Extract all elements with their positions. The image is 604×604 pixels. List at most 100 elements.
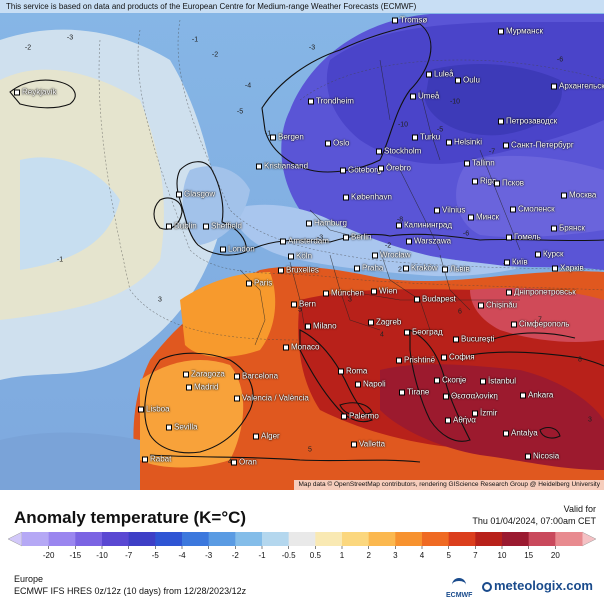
isoline-label: -10 <box>397 121 409 129</box>
isoline-label: -1 <box>264 130 272 138</box>
city-label: Milano <box>305 322 337 331</box>
city-label: Vilnius <box>434 206 465 215</box>
city-label: София <box>441 353 475 362</box>
city-label: Umeå <box>410 92 439 101</box>
city-label: Bern <box>291 300 316 309</box>
city-label: Львів <box>442 265 470 274</box>
isoline-label: -4 <box>244 82 252 90</box>
city-label: Tirane <box>399 388 429 397</box>
legend-swatch <box>235 532 263 546</box>
legend-tick-label: 3 <box>393 551 398 560</box>
city-label: London <box>220 245 255 254</box>
city-label: Reykjavík <box>14 88 57 97</box>
city-label: Barcelona <box>234 372 278 381</box>
city-label: Петрозаводск <box>498 117 557 126</box>
legend-tick-label: -5 <box>152 551 160 560</box>
legend-swatch <box>315 532 343 546</box>
legend-footer: Anomaly temperature (K=°C) Valid for Thu… <box>0 490 604 604</box>
city-label: Berlin <box>343 233 371 242</box>
city-label: Prishtinë <box>396 356 435 365</box>
city-label: Kristiansand <box>256 162 308 171</box>
city-label: Köln <box>288 252 312 261</box>
city-label: Zagreb <box>368 318 401 327</box>
meteologix-logo[interactable]: meteologix.com <box>482 578 593 593</box>
anomaly-map[interactable]: This service is based on data and produc… <box>0 0 604 490</box>
city-label: Zaragoza <box>183 370 225 379</box>
legend-swatch <box>102 532 130 546</box>
legend-swatch <box>208 532 236 546</box>
legend-tick-label: -0.5 <box>282 551 296 560</box>
isoline-label: 2 <box>398 266 402 274</box>
legend-tick-label: 20 <box>551 551 560 560</box>
legend-swatch <box>75 532 103 546</box>
city-label: Гомель <box>506 233 541 242</box>
city-label: Oran <box>231 458 257 467</box>
ecmwf-label: ECMWF <box>446 592 473 599</box>
legend-swatch <box>22 532 50 546</box>
isoline-label: -1 <box>191 36 199 44</box>
city-label: Tallinn <box>464 159 495 168</box>
city-label: Αθήνα <box>445 416 476 425</box>
city-label: İstanbul <box>480 377 516 386</box>
legend-tick-label: -4 <box>178 551 186 560</box>
city-label: Θεσσαλονίκη <box>443 392 498 401</box>
isoline-label: 8 <box>578 356 582 364</box>
city-label: Hamburg <box>306 219 347 228</box>
brand-name: meteologix.com <box>494 578 593 593</box>
city-label: Дніпропетровськ <box>506 288 576 297</box>
legend-swatch <box>262 532 290 546</box>
city-label: Glasgow <box>176 190 215 199</box>
isoline-label: -7 <box>488 148 496 156</box>
city-label: Stockholm <box>376 147 421 156</box>
city-label: Madrid <box>186 383 218 392</box>
isoline-label: 6 <box>458 308 462 316</box>
legend-tick-label: -1 <box>258 551 266 560</box>
city-label: Sevilla <box>166 423 198 432</box>
legend-swatch <box>395 532 423 546</box>
legend-tick-label: 15 <box>524 551 533 560</box>
city-label: Калининград <box>396 221 452 230</box>
legend-tick-label: 5 <box>446 551 451 560</box>
city-label: Alger <box>253 432 280 441</box>
legend-swatch <box>368 532 396 546</box>
isoline-label: 3 <box>588 416 592 424</box>
isoline-label: 3 <box>158 296 162 304</box>
city-label: Београд <box>404 328 443 337</box>
city-label: Nicosia <box>525 452 559 461</box>
city-label: Palermo <box>341 412 379 421</box>
legend-arrow-right <box>581 531 596 547</box>
isoline-label: -5 <box>436 126 444 134</box>
city-label: Минск <box>468 213 499 222</box>
legend-swatch <box>128 532 156 546</box>
ecmwf-logo[interactable]: ECMWF <box>446 578 472 599</box>
isoline-label: 5 <box>298 306 302 314</box>
anomaly-contours <box>98 19 604 341</box>
isoline-label: -6 <box>556 56 564 64</box>
city-label: Мурманск <box>498 27 543 36</box>
city-label: Turku <box>412 133 440 142</box>
city-label: Oulu <box>455 76 480 85</box>
legend-tick-label: -15 <box>70 551 82 560</box>
city-label: Lisboa <box>138 405 170 414</box>
isoline-label: -3 <box>66 34 74 42</box>
isoline-label: -10 <box>449 98 461 106</box>
legend-tick-label: 10 <box>498 551 507 560</box>
legend-swatch <box>422 532 450 546</box>
isoline-label: 4 <box>380 331 384 339</box>
legend-arrow-left <box>8 531 23 547</box>
legend-tick-label: 7 <box>473 551 478 560</box>
ocean-south <box>0 432 140 490</box>
map-attribution[interactable]: Map data © OpenStreetMap contributors, r… <box>294 480 604 490</box>
legend-swatch <box>555 532 583 546</box>
city-label: Napoli <box>355 380 386 389</box>
model-info: ECMWF IFS HRES 0z/12z (10 days) from 12/… <box>14 586 247 596</box>
legend-swatch <box>48 532 76 546</box>
isoline-label: -2 <box>211 51 219 59</box>
legend-swatch <box>528 532 556 546</box>
ecmwf-disclaimer: This service is based on data and produc… <box>0 0 604 13</box>
legend-swatch <box>288 532 316 546</box>
valid-time: Thu 01/04/2024, 07:00am CET <box>472 516 596 526</box>
isoline-label: -2 <box>24 44 32 52</box>
city-label: Архангельск <box>551 82 604 91</box>
isoline-label: 5 <box>308 446 312 454</box>
